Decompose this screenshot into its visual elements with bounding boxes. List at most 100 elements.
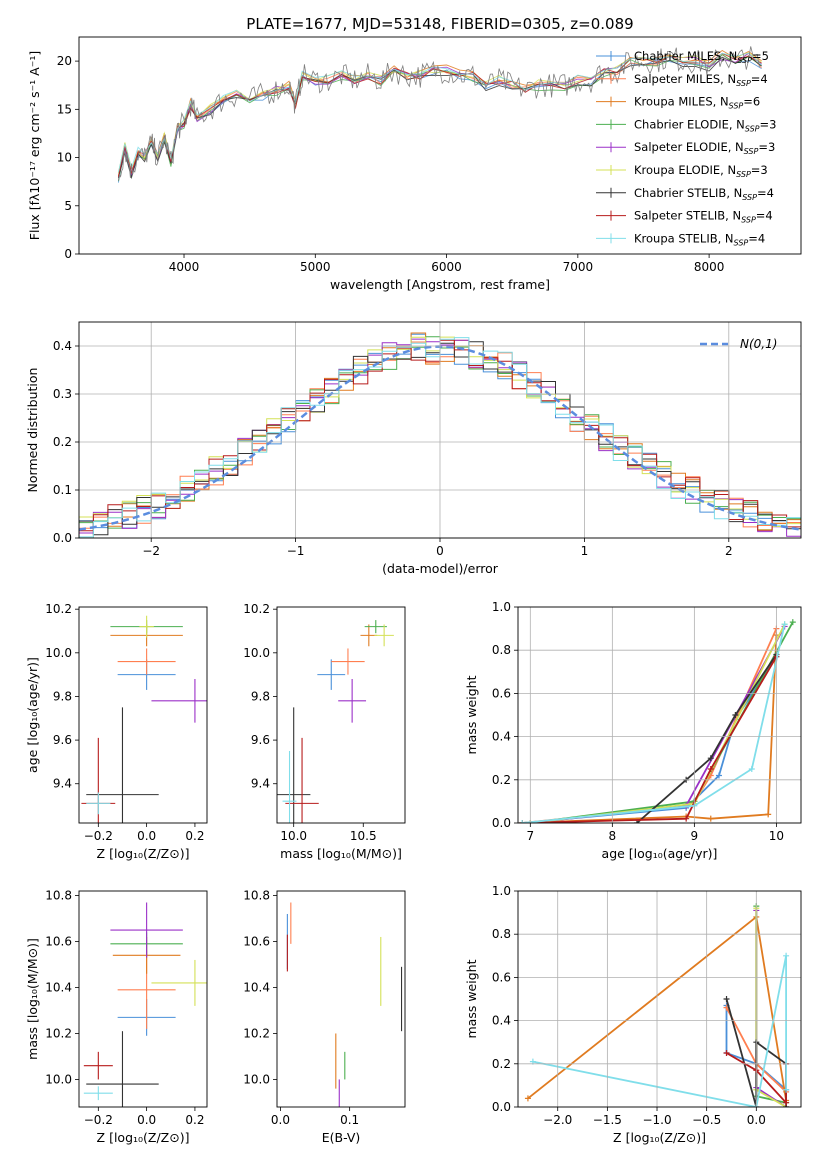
legend-entry: Kroupa STELIB, NSSP=4 xyxy=(634,231,765,247)
x-tick-label: −2.0 xyxy=(543,1113,572,1127)
x-tick-label: 8 xyxy=(609,829,617,843)
x-tick-label: 2 xyxy=(725,544,733,558)
mass-weight-marker xyxy=(783,1086,790,1093)
panel-mass-vs-EBV: 0.0 0.1 10.0 10.2 10.4 10.6 10.8 E(B-V) xyxy=(243,889,406,1145)
legend: Chabrier MILES, NSSP=5 Salpeter MILES, NS… xyxy=(596,49,776,247)
mass-weight-line xyxy=(532,955,787,1107)
mass-weight-line xyxy=(522,628,778,823)
y-tick-label: 15 xyxy=(57,102,72,116)
legend-entry: Salpeter MILES, NSSP=4 xyxy=(634,72,768,88)
mass-weight-marker xyxy=(783,1099,790,1106)
y-tick-label: 10.0 xyxy=(45,646,72,660)
y-tick-label: 10.2 xyxy=(243,1026,270,1040)
mass-weight-marker xyxy=(683,815,690,822)
plot-area xyxy=(519,619,796,823)
y-tick-label: 0.0 xyxy=(492,816,511,830)
x-tick-label: 0.0 xyxy=(137,829,156,843)
mass-weight-marker xyxy=(519,820,526,823)
mass-weight-marker xyxy=(707,755,714,762)
y-axis-label: mass [log₁₀(M/M⊙)] xyxy=(25,938,40,1060)
y-axis-label: Normed distribution xyxy=(25,368,40,493)
y-axis-label: age [log₁₀(age/yr)] xyxy=(25,657,40,773)
legend-entry: Salpeter ELODIE, NSSP=3 xyxy=(634,140,775,156)
model-spectrum-line xyxy=(117,49,762,176)
y-tick-label: 0 xyxy=(64,247,72,261)
mass-weight-line xyxy=(522,624,786,823)
model-spectrum-line xyxy=(117,52,762,173)
x-axis-label: wavelength [Angstrom, rest frame] xyxy=(330,277,550,292)
axes-frame xyxy=(78,321,802,539)
y-tick-label: 0.4 xyxy=(492,730,511,744)
mass-weight-line xyxy=(522,635,778,823)
y-tick-label: 10.6 xyxy=(243,935,270,949)
x-axis-label: Z [log₁₀(Z/Z⊙)] xyxy=(97,846,190,861)
plot-area xyxy=(277,620,394,823)
mass-weight-line xyxy=(522,656,778,823)
x-tick-label: −2 xyxy=(142,544,160,558)
y-tick-label: 10.8 xyxy=(45,889,72,903)
panel-age-vs-mass: 10.0 10.5 9.4 9.6 9.8 10.0 10.2 mass [log₁₀(M/M… xyxy=(243,602,406,861)
y-tick-label: 10.4 xyxy=(45,981,72,995)
x-tick-label: 0.2 xyxy=(185,1113,204,1127)
y-tick-label: 1.0 xyxy=(492,600,511,614)
x-tick-label: 0.2 xyxy=(185,829,204,843)
x-tick-label: 4000 xyxy=(169,260,200,274)
y-tick-label: 10.6 xyxy=(45,935,72,949)
panel-weight-vs-Z: −2.0 −1.5 −1.0 −0.5 0.0 0.0 0.2 0.4 0.6 0.8 1.0 Z [… xyxy=(464,884,802,1145)
y-tick-label: 0.4 xyxy=(492,1014,511,1028)
x-tick-label: −1 xyxy=(287,544,305,558)
axes-frame xyxy=(276,890,406,1108)
x-tick-label: 5000 xyxy=(300,260,331,274)
y-tick-label: 10.0 xyxy=(243,646,270,660)
mass-weight-marker xyxy=(715,772,722,779)
y-tick-label: 0.1 xyxy=(53,483,72,497)
x-tick-label: 1 xyxy=(581,544,589,558)
y-axis-label: mass weight xyxy=(464,675,479,754)
y-tick-label: 10.2 xyxy=(45,602,72,616)
y-tick-label: 0.6 xyxy=(492,686,511,700)
y-tick-label: 10.0 xyxy=(45,1072,72,1086)
x-axis-label: mass [log₁₀(M/M⊙)] xyxy=(280,846,402,861)
mass-weight-line xyxy=(530,623,786,823)
x-tick-label: 8000 xyxy=(694,260,725,274)
panel-age-vs-Z: −0.2 0.0 0.2 9.4 9.6 9.8 10.0 10.2 Z [log₁₀(Z/Z⊙… xyxy=(25,602,208,861)
x-tick-label: 10.0 xyxy=(280,829,307,843)
x-tick-label: 10 xyxy=(769,829,784,843)
y-tick-label: 9.4 xyxy=(53,777,72,791)
x-tick-label: 9 xyxy=(691,829,699,843)
plot-area xyxy=(286,902,403,1107)
y-tick-label: 9.8 xyxy=(53,689,72,703)
mass-weight-marker xyxy=(723,996,730,1002)
y-tick-label: 9.4 xyxy=(251,777,270,791)
x-tick-label: 7000 xyxy=(563,260,594,274)
mass-weight-marker xyxy=(633,820,640,823)
mass-weight-marker xyxy=(765,811,772,818)
x-axis-label: E(B-V) xyxy=(322,1130,361,1145)
y-tick-label: 9.6 xyxy=(53,733,72,747)
y-tick-label: 10.2 xyxy=(243,602,270,616)
y-tick-label: 0.6 xyxy=(492,970,511,984)
y-tick-label: 0.2 xyxy=(492,1057,511,1071)
panel-residuals: −2 −1 0 1 2 0.0 0.1 0.2 0.3 0.4 (data-model)/error… xyxy=(25,321,802,576)
x-tick-label: −1.0 xyxy=(642,1113,671,1127)
legend-entry: Kroupa ELODIE, NSSP=3 xyxy=(634,163,768,179)
y-tick-label: 10.0 xyxy=(243,1072,270,1086)
axes-frame xyxy=(517,606,802,824)
y-tick-label: 9.8 xyxy=(251,689,270,703)
y-tick-label: 0.8 xyxy=(492,643,511,657)
panel-weight-vs-age: 7 8 9 10 0.0 0.2 0.4 0.6 0.8 1.0 age [log₁₀(age/yr… xyxy=(464,600,802,861)
y-tick-label: 10.8 xyxy=(243,889,270,903)
mass-weight-line xyxy=(522,656,778,823)
y-tick-label: 10 xyxy=(57,151,72,165)
mass-weight-line xyxy=(530,625,786,823)
x-axis-label: (data-model)/error xyxy=(382,561,499,576)
y-axis-label: mass weight xyxy=(464,959,479,1038)
panel-spectrum: Chabrier MILES, NSSP=5 Salpeter MILES, NS… xyxy=(27,36,802,292)
x-axis-label: Z [log₁₀(Z/Z⊙)] xyxy=(97,1130,190,1145)
y-tick-label: 10.4 xyxy=(243,981,270,995)
y-tick-label: 0.2 xyxy=(492,773,511,787)
x-axis-label: age [log₁₀(age/yr)] xyxy=(602,846,718,861)
legend-entry: Salpeter STELIB, NSSP=4 xyxy=(634,209,773,225)
axes-frame xyxy=(517,890,802,1108)
